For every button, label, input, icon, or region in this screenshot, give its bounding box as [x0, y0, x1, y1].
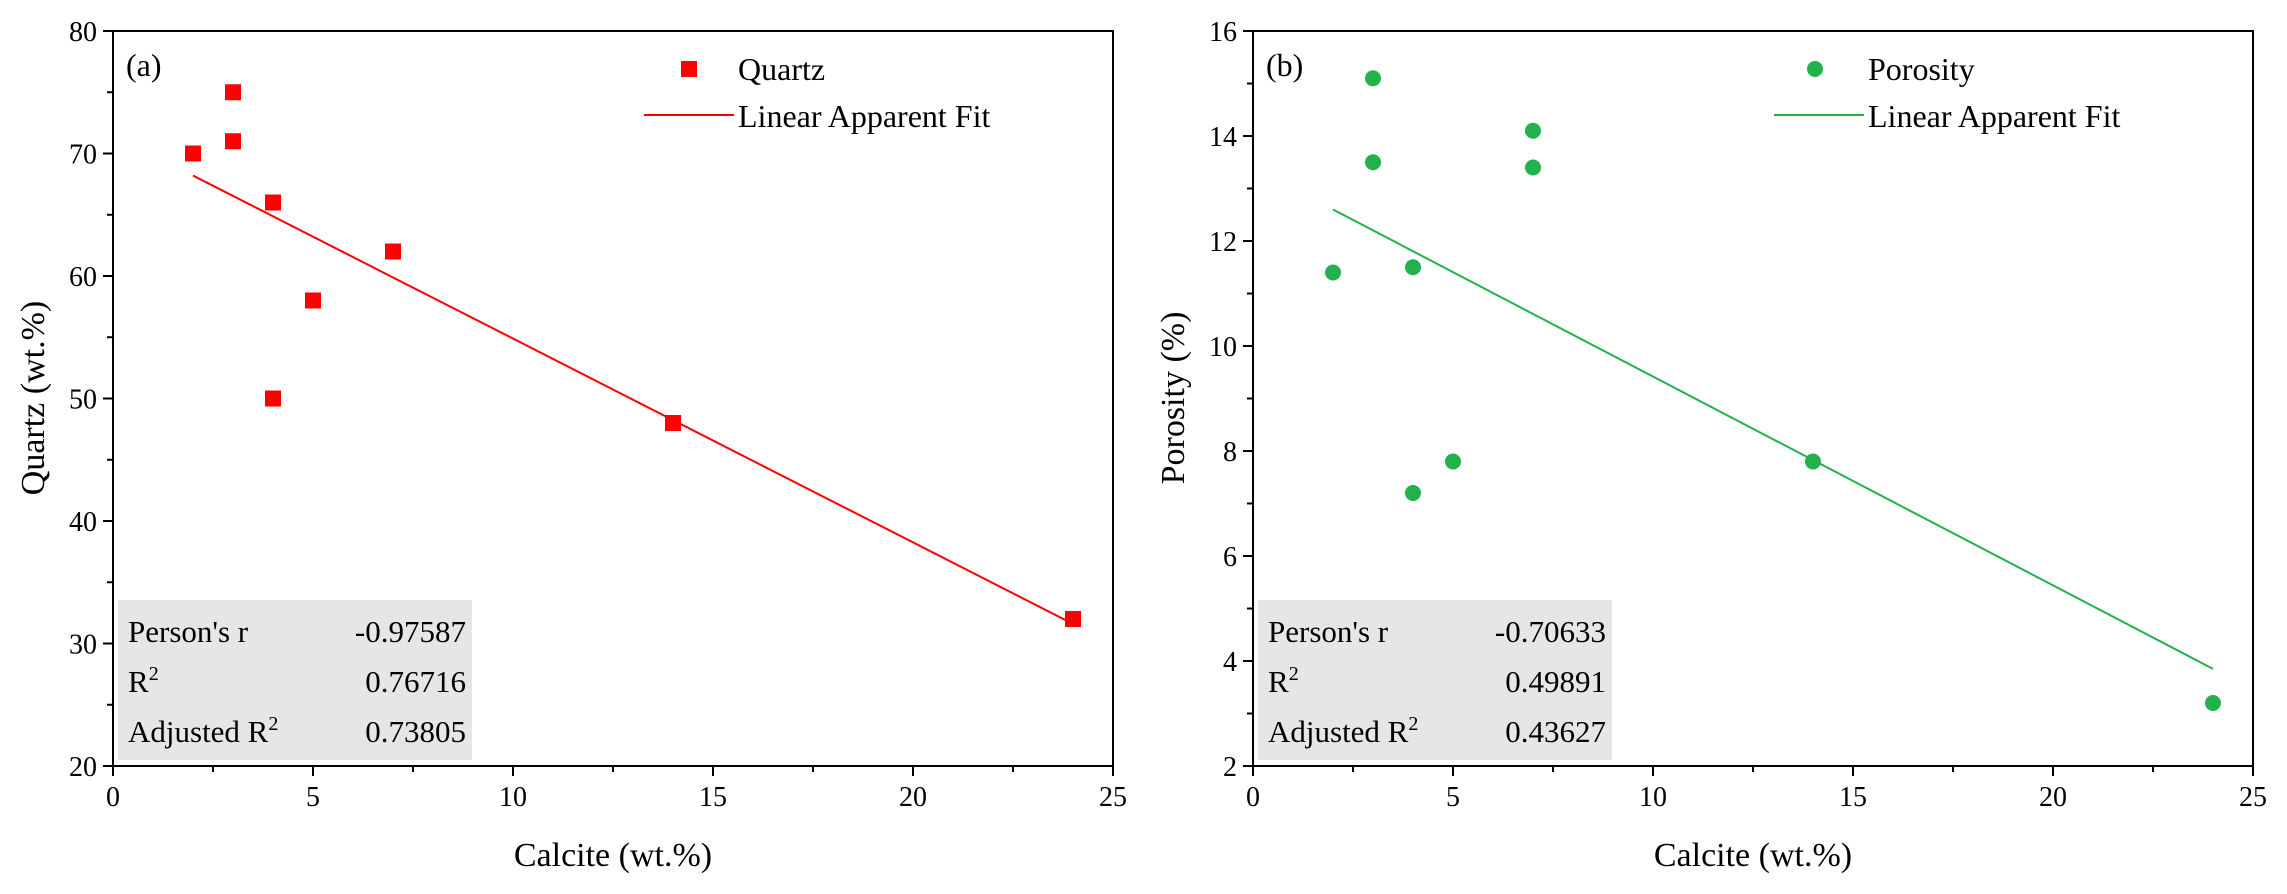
panel-b-stats: Person's r -0.70633 R2 0.49891 Adjusted …: [1268, 614, 1606, 749]
panel-b-y-axis-label: Porosity (%): [1155, 312, 1192, 485]
x-tick-label: 15: [1839, 782, 1867, 813]
data-point: [1445, 453, 1461, 470]
panel-a-stat-label-r2: R2: [128, 663, 159, 699]
y-tick-label: 4: [1223, 647, 1237, 678]
x-tick-label: 15: [699, 782, 727, 813]
panel-b: (b) Calcite (wt.%) Porosity (%) 0 5 10 15 20…: [1155, 17, 2267, 874]
y-tick-label: 40: [69, 507, 97, 538]
panel-b-legend-series: Porosity: [1868, 51, 1975, 87]
data-point: [305, 292, 321, 309]
panel-b-stat-label-r: Person's r: [1268, 614, 1389, 649]
panel-b-label: (b): [1266, 47, 1303, 83]
panel-b-x-ticks: 0 5 10 15 20 25: [1246, 766, 2267, 813]
x-tick-label: 25: [2239, 782, 2267, 813]
y-tick-label: 14: [1209, 122, 1237, 153]
data-point: [1365, 154, 1381, 171]
panel-b-fit: [1332, 208, 2214, 670]
data-point: [185, 145, 201, 162]
data-point: [2205, 695, 2221, 711]
panel-b-stat-value-r: -0.70633: [1495, 614, 1606, 649]
x-tick-label: 10: [1639, 782, 1667, 813]
y-tick-label: 20: [69, 752, 97, 783]
panel-b-y-ticks: 2 4 6 8 10 12 14 16: [1209, 17, 1253, 783]
y-tick-label: 80: [69, 17, 97, 48]
y-tick-label: 2: [1223, 752, 1237, 783]
data-point: [225, 133, 241, 150]
panel-b-stat-value-r2: 0.49891: [1505, 664, 1606, 699]
panel-b-stats-box: [1258, 600, 1612, 760]
x-tick-label: 25: [1099, 782, 1127, 813]
linear-fit-line: [1332, 208, 2214, 670]
panel-b-legend-marker: [1807, 61, 1823, 77]
panel-a-x-axis-label: Calcite (wt.%): [514, 837, 712, 874]
panel-a-fit: [192, 174, 1074, 625]
x-tick-label: 5: [1446, 782, 1460, 813]
data-point: [1405, 259, 1421, 276]
panel-b-stat-value-adj-r2: 0.43627: [1505, 714, 1606, 749]
data-point: [1325, 264, 1341, 281]
panel-b-legend: Porosity Linear Apparent Fit: [1774, 51, 2120, 134]
panel-b-stat-label-adj-r2: Adjusted R2: [1268, 713, 1418, 749]
data-point: [385, 243, 401, 260]
panel-a-y-axis-label: Quartz (wt.%): [15, 301, 52, 495]
panel-a: (a) Calcite (wt.%) Quartz (wt.%) 0 5 10 15 2…: [15, 17, 1127, 874]
y-tick-label: 30: [69, 630, 97, 661]
panel-a-stats-box: [118, 600, 472, 760]
y-tick-label: 16: [1209, 17, 1237, 48]
panel-a-legend-marker: [681, 61, 697, 77]
panel-a-label: (a): [126, 47, 162, 83]
panel-a-stat-label-r: Person's r: [128, 614, 249, 649]
panel-a-stats: Person's r -0.97587 R2 0.76716 Adjusted …: [128, 614, 466, 749]
y-tick-label: 8: [1223, 437, 1237, 468]
panel-b-points: [1325, 70, 2221, 711]
panel-a-stat-value-r: -0.97587: [355, 614, 466, 649]
y-tick-label: 6: [1223, 542, 1237, 573]
x-tick-label: 0: [106, 782, 120, 813]
y-tick-label: 70: [69, 140, 97, 171]
data-point: [1065, 611, 1081, 627]
data-point: [1525, 122, 1541, 139]
x-tick-label: 20: [899, 782, 927, 813]
data-point: [265, 390, 281, 407]
panel-a-stat-value-r2: 0.76716: [365, 664, 466, 699]
data-point: [1365, 70, 1381, 87]
x-tick-label: 5: [306, 782, 320, 813]
x-tick-label: 0: [1246, 782, 1260, 813]
panel-a-y-ticks: 20 30 40 50 60 70 80: [69, 17, 113, 783]
y-tick-label: 10: [1209, 332, 1237, 363]
panel-b-legend-fit: Linear Apparent Fit: [1868, 98, 2120, 134]
y-tick-label: 12: [1209, 227, 1237, 258]
data-point: [265, 194, 281, 211]
data-point: [1805, 453, 1821, 470]
panel-a-stat-value-adj-r2: 0.73805: [365, 714, 466, 749]
panel-a-legend: Quartz Linear Apparent Fit: [644, 51, 990, 134]
linear-fit-line: [192, 174, 1074, 625]
panel-a-legend-fit: Linear Apparent Fit: [738, 98, 990, 134]
x-tick-label: 10: [499, 782, 527, 813]
panel-a-legend-series: Quartz: [738, 51, 825, 87]
x-tick-label: 20: [2039, 782, 2067, 813]
data-point: [1525, 159, 1541, 176]
panel-b-x-axis-label: Calcite (wt.%): [1654, 837, 1852, 874]
y-tick-label: 60: [69, 262, 97, 293]
panel-a-x-ticks: 0 5 10 15 20 25: [106, 766, 1127, 813]
panel-a-points: [185, 84, 1081, 627]
panel-a-stat-label-adj-r2: Adjusted R2: [128, 713, 278, 749]
data-point: [225, 84, 241, 101]
data-point: [1405, 485, 1421, 501]
y-tick-label: 50: [69, 385, 97, 416]
data-point: [665, 415, 681, 431]
panel-b-stat-label-r2: R2: [1268, 663, 1299, 699]
